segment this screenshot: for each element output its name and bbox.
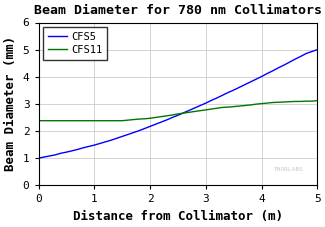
- Y-axis label: Beam Diameter (mm): Beam Diameter (mm): [4, 36, 17, 171]
- CFS5: [182, 111, 186, 114]
- CFS11: [98, 119, 102, 122]
- Title: Beam Diameter for 780 nm Collimators: Beam Diameter for 780 nm Collimators: [34, 4, 322, 17]
- CFS11: [120, 119, 124, 122]
- CFS5: [243, 83, 247, 86]
- CFS5: [36, 157, 40, 160]
- CFS5: [316, 48, 319, 51]
- CFS11: [316, 99, 319, 102]
- CFS5: [120, 135, 124, 138]
- CFS11: [36, 119, 40, 122]
- Line: CFS5: CFS5: [38, 50, 318, 158]
- Line: CFS11: CFS11: [38, 101, 318, 121]
- CFS11: [237, 105, 241, 107]
- CFS5: [39, 156, 43, 159]
- CFS5: [210, 99, 214, 102]
- CFS5: [198, 104, 202, 107]
- X-axis label: Distance from Collimator (m): Distance from Collimator (m): [73, 210, 283, 223]
- CFS11: [126, 119, 130, 121]
- CFS11: [221, 106, 225, 109]
- CFS11: [310, 100, 314, 103]
- Text: THORLABS: THORLABS: [274, 167, 304, 172]
- Legend: CFS5, CFS11: CFS5, CFS11: [43, 27, 107, 60]
